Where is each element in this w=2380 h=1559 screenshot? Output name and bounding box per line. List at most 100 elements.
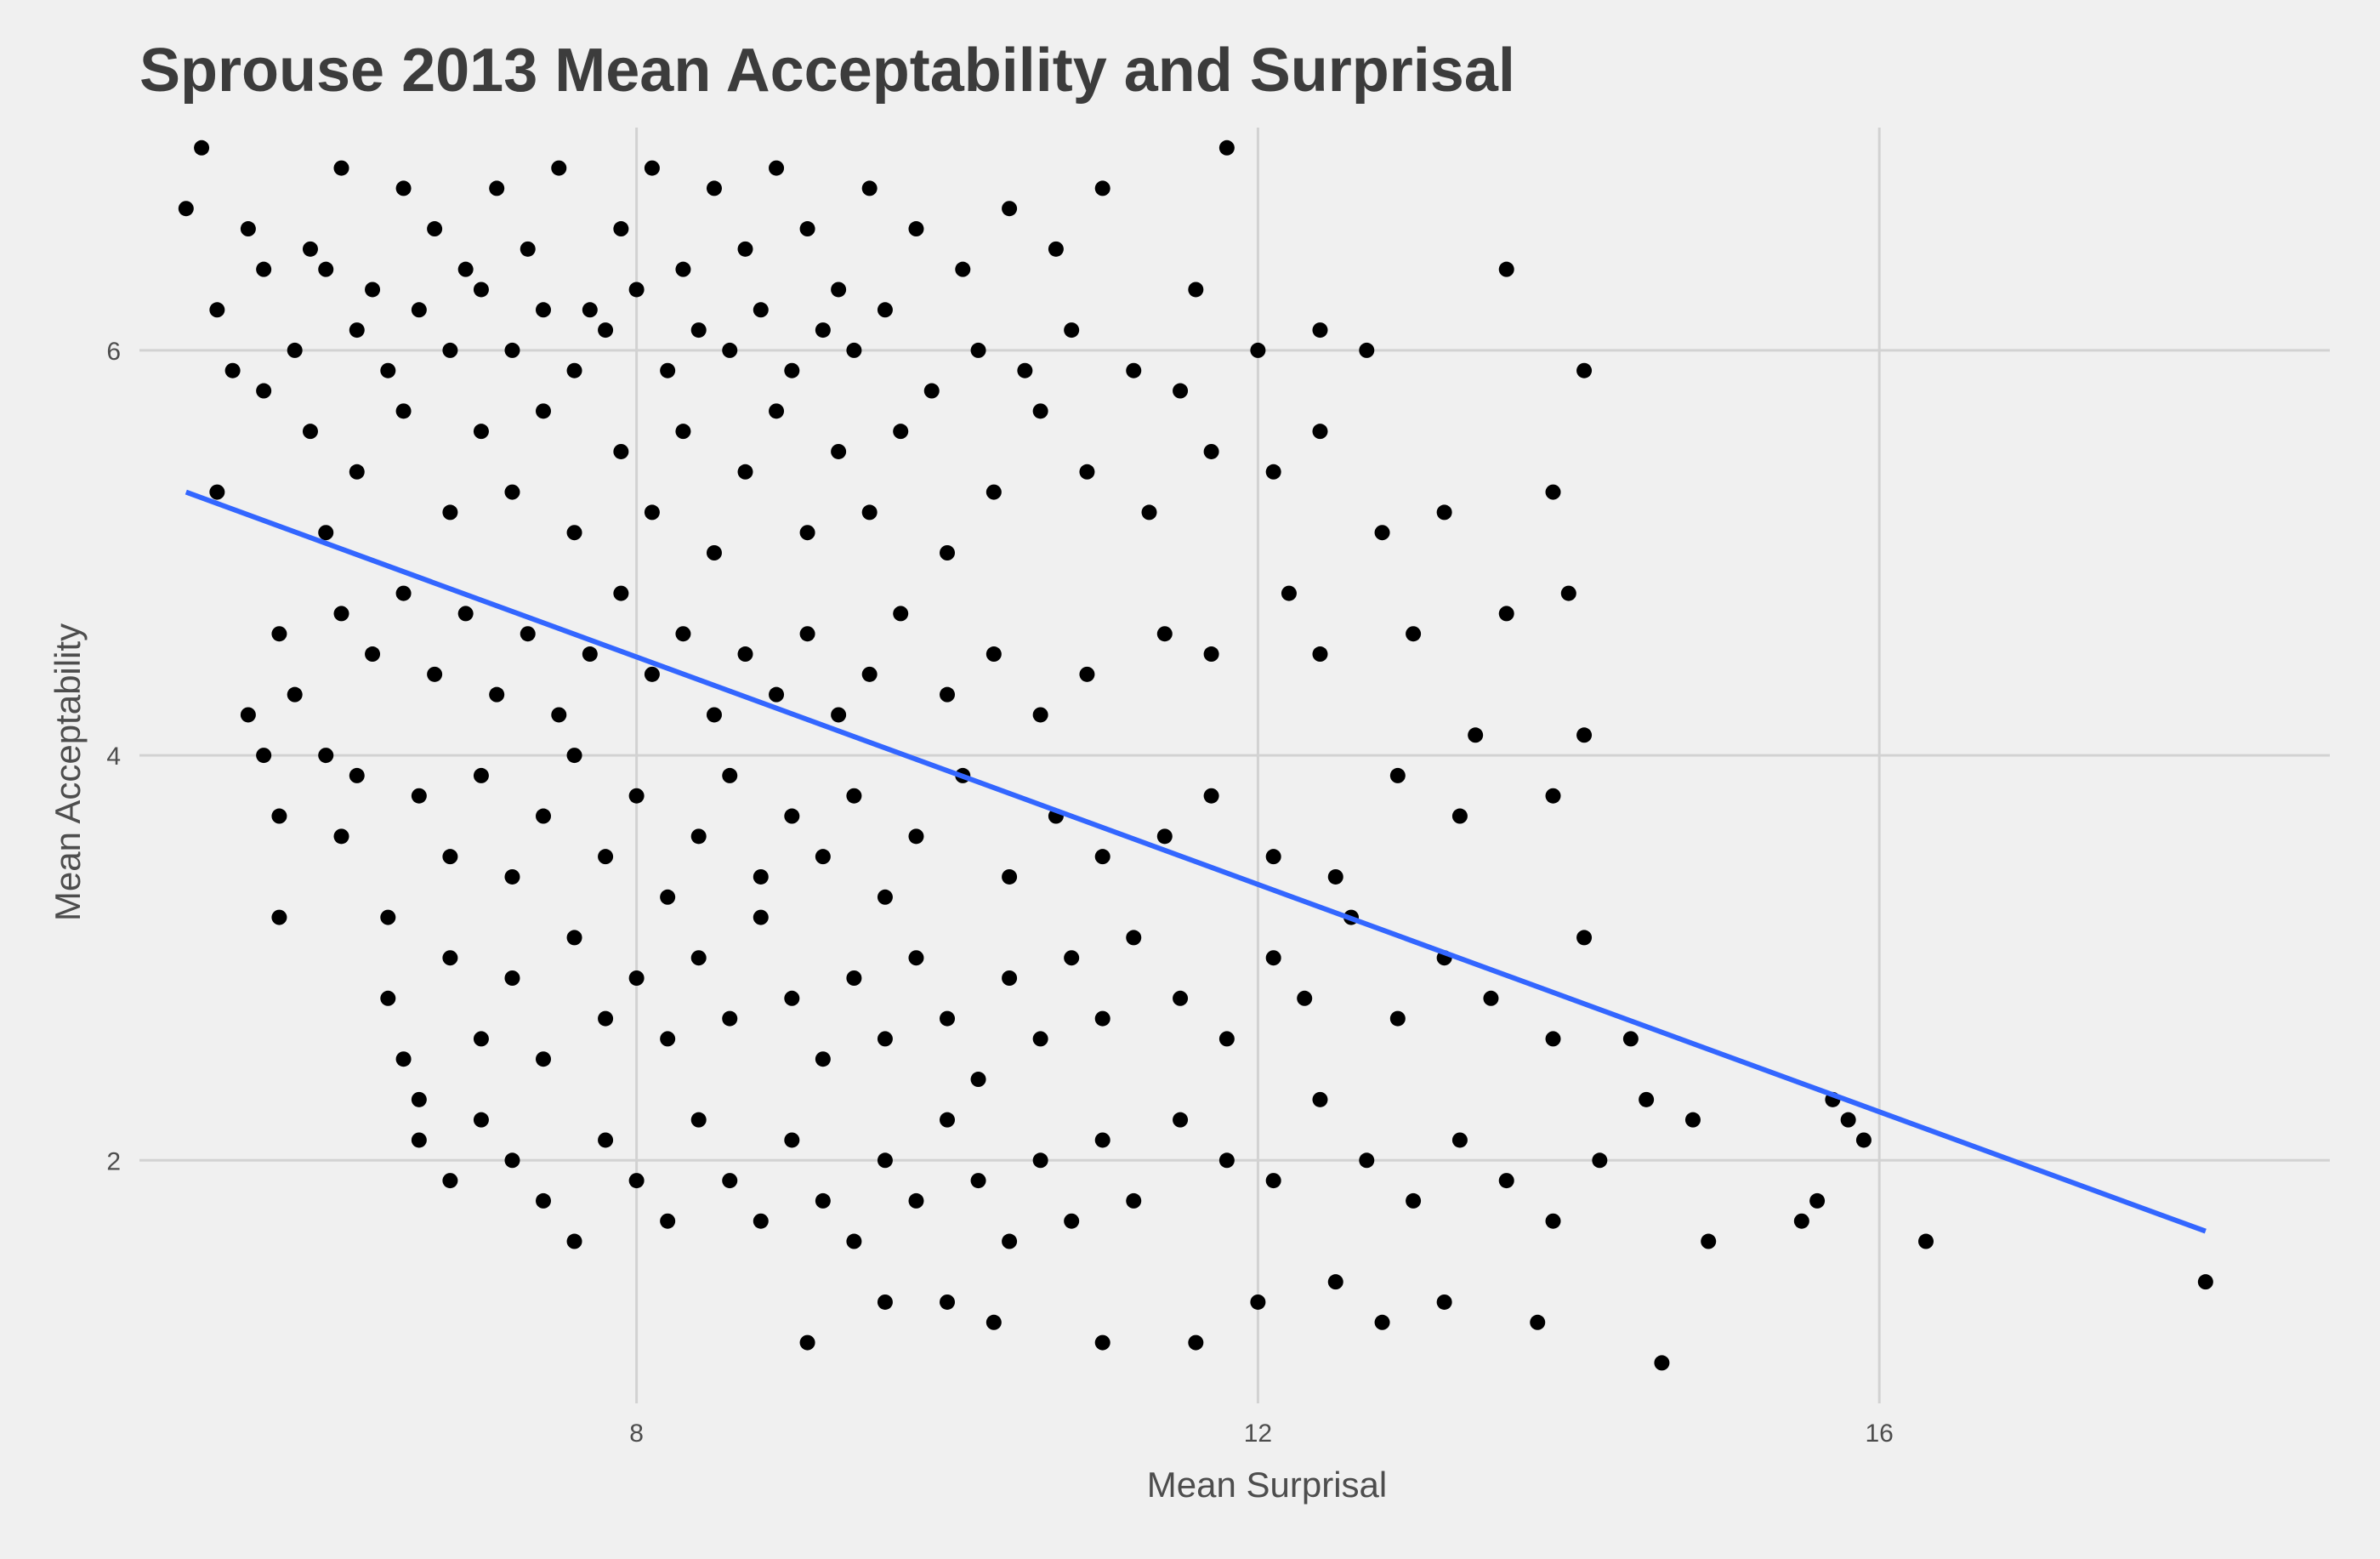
data-point	[1064, 1213, 1080, 1229]
data-point	[520, 626, 536, 642]
y-tick-label: 2	[106, 1147, 121, 1175]
points-layer	[178, 139, 2213, 1371]
data-point	[846, 970, 862, 986]
data-point	[690, 950, 707, 966]
data-point	[473, 1112, 489, 1128]
data-point	[1389, 767, 1406, 783]
data-point	[1218, 1152, 1235, 1169]
data-point	[1654, 1355, 1670, 1371]
data-point	[1312, 646, 1328, 663]
data-point	[566, 748, 582, 764]
data-point	[1094, 1010, 1110, 1027]
data-point	[536, 403, 552, 419]
data-point	[224, 362, 241, 378]
data-point	[256, 748, 272, 764]
data-point	[333, 160, 349, 176]
data-point	[1374, 1314, 1390, 1330]
data-point	[473, 424, 489, 440]
data-point	[1312, 424, 1328, 440]
data-point	[1498, 261, 1514, 277]
data-point	[799, 1334, 815, 1351]
y-tick-label: 4	[106, 743, 121, 771]
data-point	[784, 362, 800, 378]
data-point	[1141, 504, 1157, 521]
data-point	[1840, 1112, 1856, 1128]
data-point	[753, 909, 769, 925]
data-point	[194, 139, 210, 156]
data-point	[473, 282, 489, 298]
data-point	[644, 504, 660, 521]
data-point	[722, 767, 738, 783]
data-point	[644, 666, 660, 682]
data-point	[737, 646, 753, 663]
data-point	[349, 322, 365, 339]
data-point	[1265, 849, 1281, 865]
data-point	[628, 1173, 645, 1189]
tick-labels: 8 12 16 2 4 6	[106, 338, 1894, 1448]
data-point	[784, 808, 800, 824]
data-point	[287, 342, 303, 358]
data-point	[1576, 930, 1593, 946]
data-point	[1545, 484, 1561, 500]
data-point	[442, 1173, 458, 1189]
data-point	[908, 221, 924, 237]
data-point	[1498, 1173, 1514, 1189]
data-point	[722, 342, 738, 358]
data-point	[1250, 342, 1266, 358]
data-point	[302, 241, 318, 257]
data-point	[536, 1192, 552, 1209]
data-point	[1312, 322, 1328, 339]
data-point	[1451, 808, 1468, 824]
data-point	[831, 282, 847, 298]
data-point	[613, 585, 629, 601]
data-point	[240, 707, 256, 723]
data-point	[318, 261, 334, 277]
data-point	[457, 606, 474, 622]
data-point	[271, 909, 287, 925]
data-point	[1374, 525, 1390, 541]
data-point	[877, 1152, 893, 1169]
data-point	[1530, 1314, 1546, 1330]
data-point	[566, 525, 582, 541]
data-point	[815, 849, 831, 865]
data-point	[1498, 606, 1514, 622]
data-point	[256, 261, 272, 277]
data-point	[271, 626, 287, 642]
data-point	[613, 443, 629, 459]
data-point	[504, 970, 520, 986]
data-point	[365, 282, 381, 298]
data-point	[504, 484, 520, 500]
data-point	[861, 666, 878, 682]
data-point	[1218, 139, 1235, 156]
data-point	[799, 221, 815, 237]
data-point	[769, 403, 785, 419]
data-point	[302, 424, 318, 440]
data-point	[675, 626, 691, 642]
data-point	[489, 686, 505, 703]
data-point	[1032, 403, 1048, 419]
data-point	[986, 646, 1002, 663]
fit-line-layer	[185, 489, 2207, 1234]
data-point	[333, 828, 349, 845]
data-point	[799, 525, 815, 541]
data-point	[1265, 464, 1281, 480]
data-point	[380, 909, 396, 925]
data-point	[209, 484, 225, 500]
data-point	[877, 889, 893, 905]
x-tick-label: 16	[1865, 1420, 1893, 1448]
data-point	[1560, 585, 1576, 601]
data-point	[1793, 1213, 1809, 1229]
data-point	[831, 443, 847, 459]
data-point	[1126, 930, 1142, 946]
data-point	[395, 1051, 412, 1067]
data-point	[831, 707, 847, 723]
data-point	[395, 180, 412, 196]
data-point	[1188, 282, 1204, 298]
data-point	[536, 1051, 552, 1067]
data-point	[1094, 180, 1110, 196]
data-point	[1545, 788, 1561, 804]
data-point	[706, 545, 722, 560]
data-point	[1032, 1152, 1048, 1169]
data-point	[271, 808, 287, 824]
